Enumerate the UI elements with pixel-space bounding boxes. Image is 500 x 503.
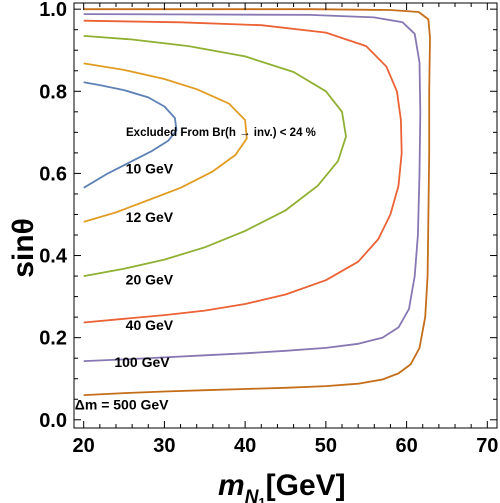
contour-line-2 bbox=[83, 62, 248, 223]
contour-line-6 bbox=[83, 8, 431, 396]
x-tick-label: 50 bbox=[315, 435, 337, 457]
curves-layer bbox=[83, 8, 431, 396]
x-tick-label: 60 bbox=[395, 435, 417, 457]
x-axis-title-unit: [GeV] bbox=[266, 469, 346, 502]
annotation-text: Excluded From Br(h → inv.) < 24 % bbox=[126, 127, 316, 139]
plot-frame bbox=[73, 2, 498, 429]
y-tick-label: 0.0 bbox=[39, 410, 67, 432]
y-tick-label: 0.6 bbox=[39, 163, 67, 185]
x-tick-label: 20 bbox=[73, 435, 95, 457]
x-tick-label: 40 bbox=[234, 435, 256, 457]
y-tick-label: 0.4 bbox=[39, 246, 68, 268]
y-tick-label: 0.8 bbox=[39, 81, 67, 103]
x-tick-label: 30 bbox=[153, 435, 175, 457]
x-axis-title-sub1: N bbox=[245, 487, 260, 503]
contour-label: Δm = 500 GeV bbox=[75, 397, 169, 413]
x-axis-title-sub2: 1 bbox=[258, 495, 265, 503]
contour-label: 20 GeV bbox=[126, 271, 174, 287]
contour-label: 10 GeV bbox=[126, 160, 174, 176]
contour-line-5 bbox=[83, 13, 422, 362]
x-tick-label: 70 bbox=[476, 435, 498, 457]
contour-line-1 bbox=[83, 81, 178, 189]
ticks-layer: 20 30 40 50 60 70 0.0 0.2 0.4 0.6 0.8 1.0 bbox=[39, 0, 498, 457]
y-axis-title: sinθ bbox=[7, 218, 40, 278]
contour-line-4 bbox=[83, 19, 403, 324]
labels-layer: 10 GeV 12 GeV 20 GeV 40 GeV 100 GeV Δm = 500 … bbox=[75, 160, 174, 412]
x-axis-title-main: m bbox=[218, 469, 245, 502]
contour-line-3 bbox=[83, 35, 347, 277]
y-tick-label: 0.2 bbox=[39, 328, 67, 350]
x-axis-title: mN1[GeV] bbox=[218, 469, 346, 503]
y-tick-label: 1.0 bbox=[39, 0, 67, 21]
contour-label: 40 GeV bbox=[126, 317, 174, 333]
contour-label: 12 GeV bbox=[126, 209, 174, 225]
contour-label: 100 GeV bbox=[114, 354, 170, 370]
